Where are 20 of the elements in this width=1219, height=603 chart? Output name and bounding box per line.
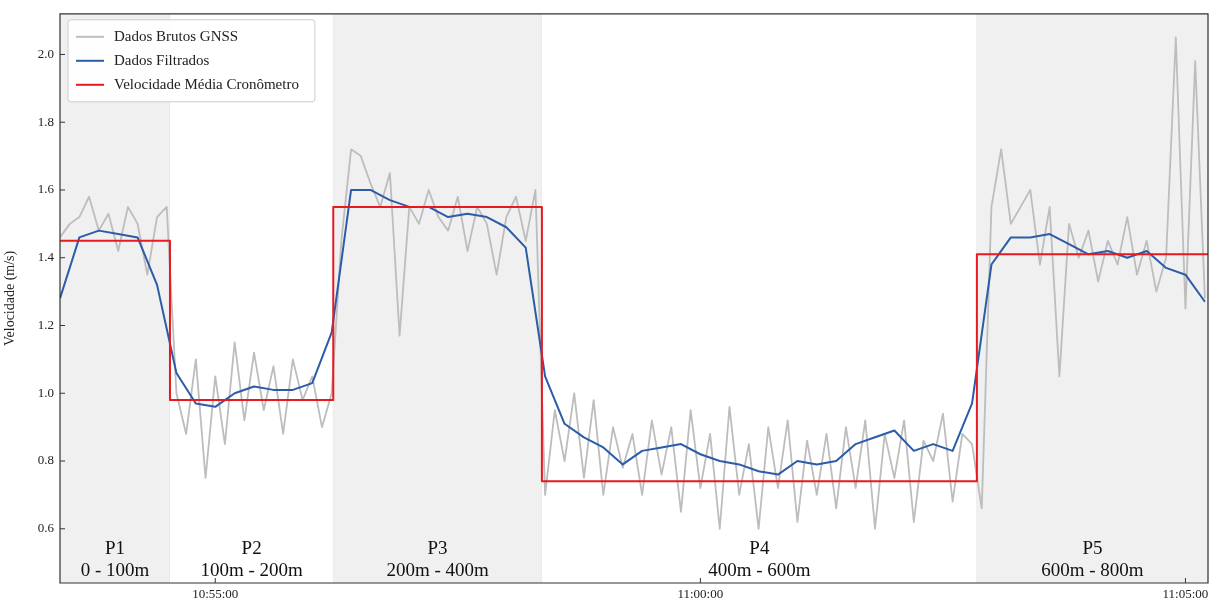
y-tick-label: 2.0 <box>37 45 54 61</box>
band-label: P5 600m - 800m <box>1041 536 1144 580</box>
y-tick-label: 0.8 <box>37 452 54 468</box>
y-tick-label: 1.0 <box>37 384 54 400</box>
y-tick-label: 1.6 <box>37 181 55 197</box>
x-tick-label: 11:00:00 <box>677 586 724 602</box>
legend-label: Dados Filtrados <box>114 51 210 68</box>
legend-label: Dados Brutos GNSS <box>114 27 239 44</box>
y-tick-label: 1.2 <box>37 316 54 332</box>
band-label: P1 0 - 100m <box>80 536 150 580</box>
x-tick-label: 10:55:00 <box>192 586 239 602</box>
y-axis-title: Velocidade (m/s) <box>2 250 19 347</box>
y-tick-label: 1.8 <box>37 113 54 129</box>
y-tick-label: 1.4 <box>37 249 55 265</box>
y-tick-label: 0.6 <box>37 520 55 536</box>
band-label: P4 400m - 600m <box>708 536 811 580</box>
legend-label: Velocidade Média Cronômetro <box>114 75 299 92</box>
band-label: P2 100m - 200m <box>200 536 304 580</box>
x-tick-label: 11:05:00 <box>1162 586 1209 602</box>
band-label: P3 200m - 400m <box>386 536 489 580</box>
